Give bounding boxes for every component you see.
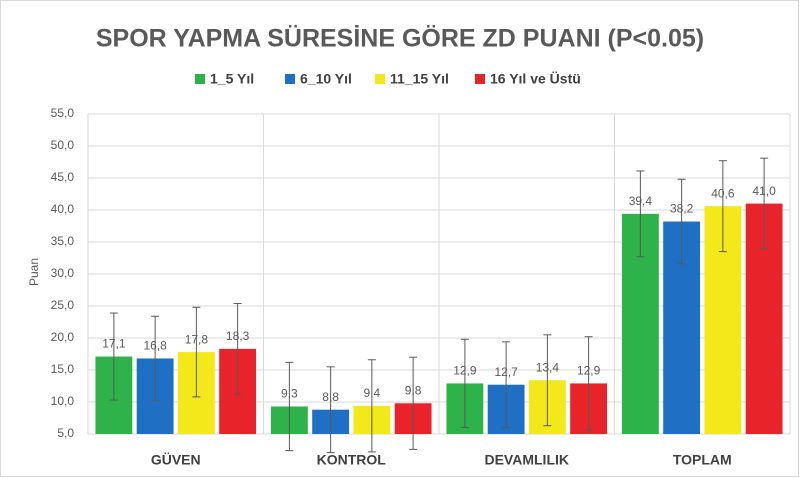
y-tick-label: 50,0 (51, 138, 75, 152)
data-label: 17,1 (102, 337, 126, 351)
y-tick-label: 35,0 (51, 234, 75, 248)
legend-label: 6_10 Yıl (300, 71, 352, 87)
data-label: 8,8 (322, 390, 339, 404)
data-label: 12,9 (577, 364, 601, 378)
y-tick-label: 10,0 (51, 394, 75, 408)
x-tick-label: DEVAMLILIK (484, 452, 569, 468)
y-axis-label: Puan (27, 258, 41, 286)
x-tick-label: TOPLAM (673, 452, 732, 468)
data-label: 38,2 (670, 202, 694, 216)
x-tick-label: KONTROL (317, 452, 387, 468)
y-tick-label: 30,0 (51, 266, 75, 280)
data-label: 41,0 (752, 184, 776, 198)
y-tick-label: 25,0 (51, 298, 75, 312)
legend-label: 16 Yıl ve Üstü (490, 71, 581, 87)
legend-swatch (285, 74, 295, 84)
x-tick-label: GÜVEN (151, 452, 201, 468)
y-tick-label: 55,0 (51, 106, 75, 120)
data-label: 39,4 (629, 194, 653, 208)
data-label: 12,9 (453, 364, 477, 378)
y-tick-label: 40,0 (51, 202, 75, 216)
data-label: 17,8 (185, 332, 209, 346)
legend-swatch (475, 74, 485, 84)
data-label: 9,4 (364, 386, 381, 400)
y-tick-label: 45,0 (51, 170, 75, 184)
y-tick-label: 5,0 (57, 426, 74, 440)
data-label: 13,4 (536, 360, 560, 374)
data-label: 40,6 (711, 186, 735, 200)
legend-swatch (195, 74, 205, 84)
data-label: 9,3 (281, 387, 298, 401)
data-label: 12,7 (494, 365, 518, 379)
legend-label: 1_5 Yıl (210, 71, 254, 87)
data-label: 9,8 (405, 383, 422, 397)
data-label: 18,3 (226, 329, 250, 343)
legend-swatch (375, 74, 385, 84)
y-tick-label: 15,0 (51, 362, 75, 376)
data-label: 16,8 (143, 339, 167, 353)
chart-title: SPOR YAPMA SÜRESİNE GÖRE ZD PUANI (P<0.0… (96, 24, 704, 53)
legend-label: 11_15 Yıl (390, 71, 449, 87)
y-tick-label: 20,0 (51, 330, 75, 344)
